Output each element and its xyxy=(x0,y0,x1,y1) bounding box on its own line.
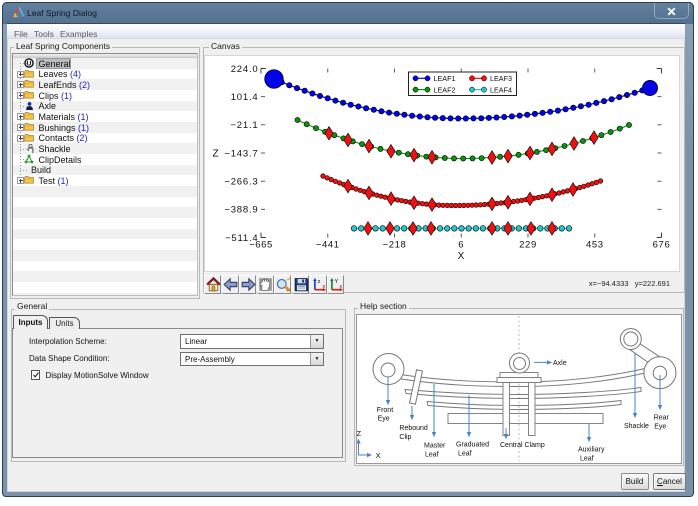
svg-text:−143.7: −143.7 xyxy=(224,148,258,159)
svg-text:−218: −218 xyxy=(383,240,407,251)
svg-text:Leaf: Leaf xyxy=(458,450,472,457)
svg-text:676: 676 xyxy=(653,240,671,251)
svg-text:−511.4: −511.4 xyxy=(225,233,258,244)
svg-text:x: x xyxy=(340,284,343,290)
svg-text:−665: −665 xyxy=(249,240,273,251)
svg-text:229: 229 xyxy=(519,240,537,251)
svg-text:LEAF4: LEAF4 xyxy=(490,85,512,94)
svg-text:Leaf: Leaf xyxy=(425,451,439,458)
svg-text:Master: Master xyxy=(424,443,446,450)
svg-text:Shackle: Shackle xyxy=(624,423,649,430)
svg-text:Z: Z xyxy=(213,149,219,160)
svg-text:Axle: Axle xyxy=(553,360,567,367)
svg-text:Z: Z xyxy=(357,429,362,438)
svg-text:Eye: Eye xyxy=(378,416,390,423)
svg-text:−21.1: −21.1 xyxy=(230,120,258,131)
svg-text:−441: −441 xyxy=(316,240,340,251)
svg-text:101.4: 101.4 xyxy=(231,92,259,103)
svg-text:Leaf: Leaf xyxy=(580,455,594,462)
svg-text:Rebound: Rebound xyxy=(399,425,428,432)
svg-text:Central Clamp: Central Clamp xyxy=(500,442,545,449)
svg-text:z: z xyxy=(317,279,320,285)
svg-text:Front: Front xyxy=(377,407,393,414)
svg-text:Auxiliary: Auxiliary xyxy=(578,447,605,454)
svg-text:Rear: Rear xyxy=(654,415,670,422)
svg-text:−388.9: −388.9 xyxy=(224,205,258,216)
svg-text:−266.3: −266.3 xyxy=(224,177,258,188)
svg-text:Clip: Clip xyxy=(399,434,411,441)
svg-text:x: x xyxy=(322,284,325,290)
svg-text:U: U xyxy=(26,61,31,68)
svg-text:X: X xyxy=(376,451,381,460)
svg-text:Graduated: Graduated xyxy=(456,442,489,449)
svg-text:453: 453 xyxy=(586,240,604,251)
svg-text:6: 6 xyxy=(458,240,464,251)
svg-text:LEAF2: LEAF2 xyxy=(434,85,456,94)
svg-text:X: X xyxy=(458,251,465,262)
svg-text:LEAF1: LEAF1 xyxy=(434,74,456,83)
svg-text:Y: Y xyxy=(335,279,339,285)
svg-text:LEAF3: LEAF3 xyxy=(490,74,512,83)
svg-text:Eye: Eye xyxy=(654,424,666,431)
svg-text:224.0: 224.0 xyxy=(231,64,259,75)
